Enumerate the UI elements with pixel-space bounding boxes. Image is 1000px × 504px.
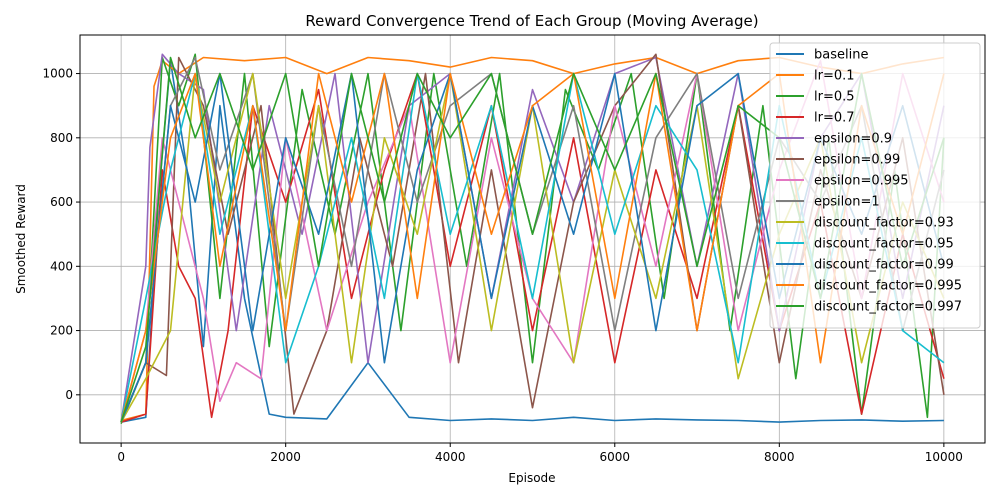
x-tick-label: 8000 — [764, 450, 795, 464]
axis-ticks: 0 2000 4000 6000 8000 10000 0 200 400 600 800 1000 — [42, 67, 963, 464]
x-tick-label: 0 — [117, 450, 125, 464]
legend-entry: epsilon=0.99 — [814, 153, 900, 168]
legend-entry: lr=0.1 — [814, 69, 855, 84]
y-tick-label: 800 — [50, 131, 73, 145]
legend: baseline lr=0.1 lr=0.5 lr=0.7 epsilon=0.9 eps… — [769, 42, 981, 329]
chart-title: Reward Convergence Trend of Each Group (… — [305, 12, 758, 30]
x-axis-label: Episode — [508, 471, 555, 485]
legend-entry: lr=0.5 — [814, 90, 855, 105]
y-tick-label: 400 — [50, 259, 73, 273]
x-tick-label: 4000 — [435, 450, 466, 464]
x-tick-label: 6000 — [599, 450, 630, 464]
legend-entry: discount_factor=0.95 — [814, 237, 954, 252]
legend-entry: epsilon=1 — [814, 195, 880, 210]
series-line-5 — [120, 53, 945, 423]
legend-entry: discount_factor=0.93 — [814, 216, 954, 231]
y-tick-label: 0 — [65, 388, 73, 402]
legend-entry: epsilon=0.995 — [814, 174, 909, 189]
legend-entry: epsilon=0.9 — [814, 132, 892, 147]
legend-entry: baseline — [814, 48, 868, 63]
legend-box — [769, 42, 981, 329]
y-tick-label: 1000 — [42, 67, 73, 81]
legend-entry: lr=0.7 — [814, 111, 855, 126]
series-line-0 — [120, 59, 944, 423]
legend-entry: discount_factor=0.99 — [814, 258, 954, 273]
plot-frame — [79, 34, 986, 444]
y-axis-label: Smoothed Reward — [14, 184, 28, 294]
y-tick-label: 600 — [50, 195, 73, 209]
legend-entry: discount_factor=0.995 — [814, 279, 962, 294]
x-tick-label: 10000 — [925, 450, 963, 464]
legend-entry: discount_factor=0.997 — [814, 300, 962, 315]
x-tick-label: 2000 — [270, 450, 301, 464]
y-tick-label: 200 — [50, 324, 73, 338]
